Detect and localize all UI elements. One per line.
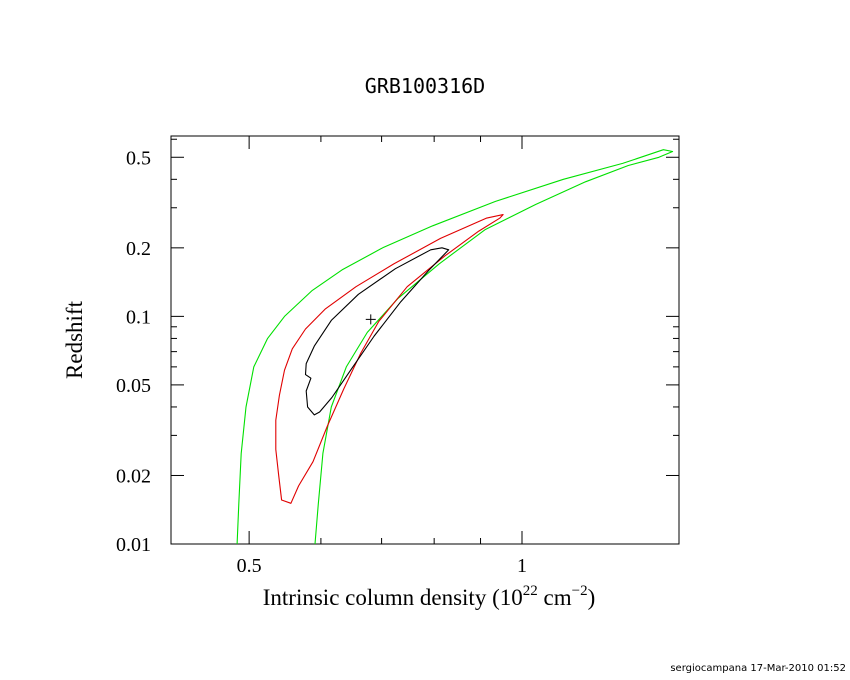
best-fit-marker	[365, 314, 376, 325]
y-tick-label: 0.2	[126, 238, 151, 260]
x-tick-label: 0.5	[237, 555, 262, 577]
y-tick-label: 0.1	[126, 306, 151, 328]
axis-ticks	[171, 136, 679, 545]
chart-title: GRB100316D	[365, 74, 485, 98]
y-tick-label: 0.01	[116, 534, 151, 556]
plot-frame	[170, 135, 680, 545]
x-axis-label: Intrinsic column density (1022 cm−2)	[263, 583, 596, 610]
x-axis-label-middle: cm	[538, 585, 572, 610]
contour-outer-green	[236, 149, 674, 545]
y-tick-labels: 0.01 0.02 0.05 0.1 0.2 0.5	[116, 147, 151, 556]
x-axis-label-suffix: )	[588, 585, 596, 610]
x-tick-label: 1	[517, 555, 527, 577]
footer-credit: sergiocampana 17-Mar-2010 01:52	[670, 663, 846, 674]
y-tick-label: 0.5	[126, 147, 151, 169]
contour-lines	[236, 149, 674, 545]
contour-middle-red	[275, 214, 504, 504]
plot-area	[170, 135, 680, 545]
y-tick-label: 0.05	[116, 375, 151, 397]
x-axis-label-prefix: Intrinsic column density (10	[263, 585, 523, 610]
x-axis-label-exponent-1: 22	[523, 583, 538, 599]
y-axis-label: Redshift	[62, 300, 87, 379]
contour-inner-black	[304, 247, 450, 416]
y-tick-label: 0.02	[116, 465, 151, 487]
x-tick-labels: 0.5 1	[237, 555, 527, 577]
x-axis-label-exponent-2: −2	[572, 583, 588, 599]
